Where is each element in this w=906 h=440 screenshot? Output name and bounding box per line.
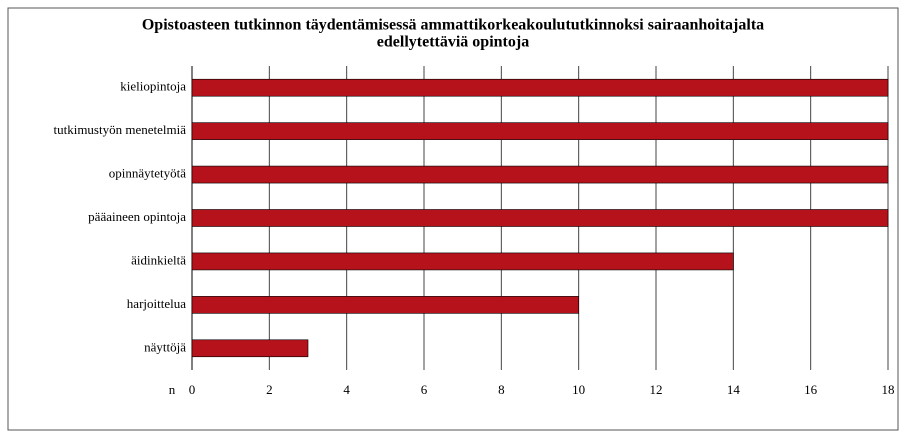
y-tick-label: äidinkieltä — [131, 252, 186, 267]
x-tick-label: 0 — [189, 382, 196, 397]
x-tick-label: 10 — [572, 382, 585, 397]
x-tick-label: 18 — [882, 382, 895, 397]
x-tick-label: 4 — [343, 382, 350, 397]
bar — [191, 165, 889, 184]
bar — [191, 122, 889, 140]
x-tick-label: 8 — [498, 382, 505, 397]
x-tick-label: 6 — [421, 382, 428, 397]
chart-title: edellytettäviä opintoja — [377, 34, 529, 51]
y-tick-label: pääaineen opintoja — [88, 209, 186, 224]
x-tick-label: 14 — [727, 382, 741, 397]
y-tick-label: kieliopintoja — [120, 79, 186, 94]
x-tick-label: 2 — [266, 382, 273, 397]
bar — [191, 296, 579, 314]
y-tick-label: näyttöjä — [144, 339, 186, 354]
chart-frame — [7, 7, 899, 431]
y-tick-label: tutkimustyön menetelmiä — [53, 122, 186, 137]
y-tick-label: opinnäytetyötä — [109, 166, 186, 181]
x-axis-label: n — [169, 382, 176, 397]
y-tick-label: harjoittelua — [127, 296, 186, 311]
chart-title: Opistoasteen tutkinnon täydentämisessä a… — [142, 17, 764, 34]
x-tick-label: 12 — [650, 382, 663, 397]
x-tick-label: 16 — [804, 382, 818, 397]
bar — [191, 209, 889, 227]
bar — [191, 339, 309, 358]
bar — [191, 252, 734, 271]
bar — [191, 78, 889, 97]
